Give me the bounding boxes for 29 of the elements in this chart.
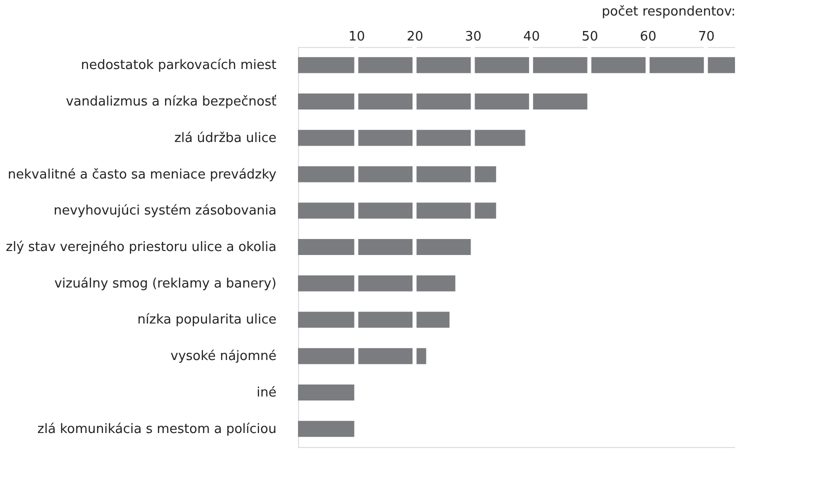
y-tick-label: vizuálny smog (reklamy a banery) — [54, 276, 276, 292]
x-tick-label: 50 — [582, 30, 598, 44]
x-axis-title: počet respondentov: — [602, 4, 736, 20]
y-tick-label: nekvalitné a často sa meniace prevádzky — [8, 167, 277, 182]
bar — [298, 384, 356, 400]
bar — [298, 275, 456, 292]
bar — [298, 348, 426, 364]
x-tick-label: 10 — [348, 30, 366, 44]
y-tick-label: nedostatok parkovacích miest — [80, 58, 276, 74]
y-tick-label: zlý stav verejného priestoru ulice a okolia — [6, 240, 276, 255]
x-tick-label: 60 — [640, 30, 656, 44]
y-tick-label: zlá údržba ulice — [174, 130, 276, 146]
y-tick-label: nízka popularita ulice — [137, 312, 276, 328]
y-tick-label: vysoké nájomné — [170, 349, 276, 364]
y-tick-label: nevyhovujúci systém zásobovania — [54, 204, 276, 219]
bar — [298, 94, 590, 110]
bar — [298, 130, 526, 146]
x-tick-label: 20 — [406, 30, 424, 44]
bar — [298, 312, 450, 328]
x-tick-label: 40 — [523, 30, 540, 44]
y-tick-label: zlá komunikácia s mestom a políciou — [37, 422, 276, 437]
bar — [298, 239, 473, 255]
y-tick-label: iné — [256, 385, 276, 400]
x-tick-label: 70 — [698, 30, 715, 44]
bar — [298, 420, 356, 437]
bar — [298, 166, 496, 182]
x-tick-label: 30 — [465, 30, 482, 44]
bar — [298, 202, 496, 219]
y-tick-label: vandalizmus a nízka bezpečnosť — [66, 94, 276, 110]
